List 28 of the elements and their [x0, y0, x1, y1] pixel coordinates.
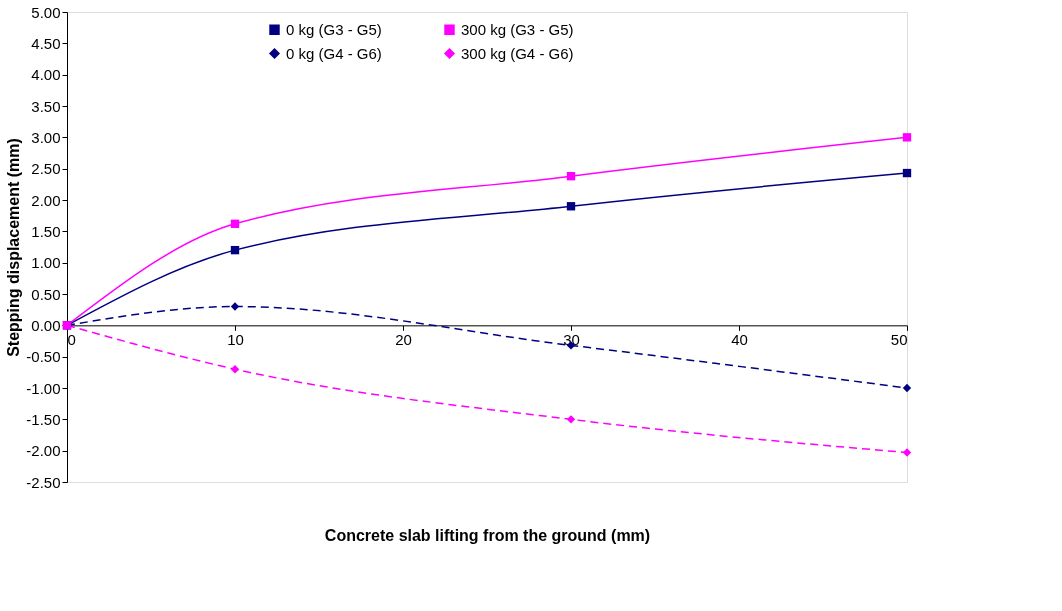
- legend-label: 300 kg (G3 - G5): [461, 20, 574, 38]
- y-tick-label: 2.50: [31, 160, 61, 178]
- y-tick-label: 4.50: [31, 34, 61, 52]
- y-tick-label: 2.00: [31, 191, 61, 209]
- y-axis-title: Stepping displacement (mm): [5, 138, 23, 357]
- y-tick-label: -2.00: [26, 442, 61, 460]
- x-axis-title: Concrete slab lifting from the ground (mm): [324, 526, 651, 544]
- x-tick-label: 30: [563, 330, 580, 348]
- y-tick-label: -2.50: [26, 473, 61, 491]
- y-tick-label: -1.00: [26, 379, 61, 397]
- legend-label: 0 kg (G4 - G6): [286, 44, 382, 62]
- x-tick-label: 0: [67, 330, 76, 348]
- y-tick-label: 3.50: [31, 97, 61, 115]
- y-tick-label: 5.00: [31, 3, 61, 21]
- y-tick-label: 1.50: [31, 222, 61, 240]
- x-tick-label: 40: [731, 330, 748, 348]
- x-tick-label: 50: [890, 330, 908, 348]
- y-tick-label: -0.50: [26, 348, 61, 366]
- x-tick-label: 10: [227, 330, 244, 348]
- y-tick-label: 4.00: [31, 66, 61, 84]
- legend-label: 0 kg (G3 - G5): [286, 20, 382, 38]
- y-tick-label: 1.00: [31, 254, 61, 272]
- y-tick-label: 0.50: [31, 285, 61, 303]
- legend-label: 300 kg (G4 - G6): [461, 44, 574, 62]
- y-tick-label: 0.00: [31, 316, 61, 334]
- y-tick-label: -1.50: [26, 410, 61, 428]
- x-tick-label: 20: [395, 330, 412, 348]
- y-tick-label: 3.00: [31, 128, 61, 146]
